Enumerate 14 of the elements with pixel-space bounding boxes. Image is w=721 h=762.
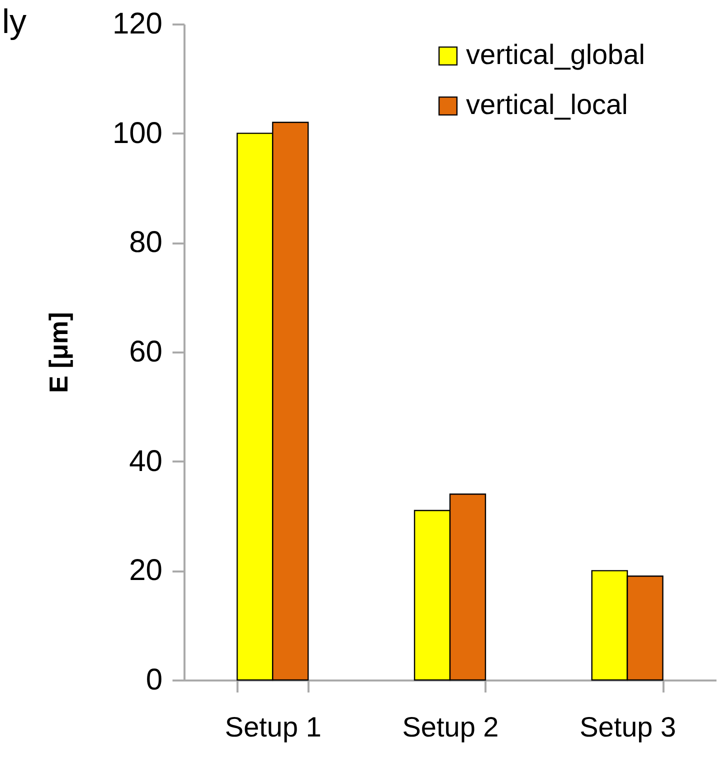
y-tick-label: 80 <box>129 226 162 260</box>
text: ly <box>2 2 27 42</box>
legend-label: vertical_global <box>466 39 645 70</box>
y-tick-label: 120 <box>112 8 162 40</box>
legend-label: vertical_local <box>466 89 628 120</box>
x-tick-label: Setup 3 <box>580 712 676 742</box>
y-tick-label: 60 <box>129 336 162 368</box>
y-axis-title: E [μm] <box>43 312 74 393</box>
x-tick-label: Setup 2 <box>402 712 499 742</box>
x-tick-label: Setup 1 <box>224 712 322 742</box>
y-tick-label: 100 <box>112 116 162 150</box>
y-tick-label: 40 <box>129 444 162 478</box>
y-tick-label: 0 <box>146 664 162 696</box>
y-tick-label: 20 <box>129 554 162 588</box>
